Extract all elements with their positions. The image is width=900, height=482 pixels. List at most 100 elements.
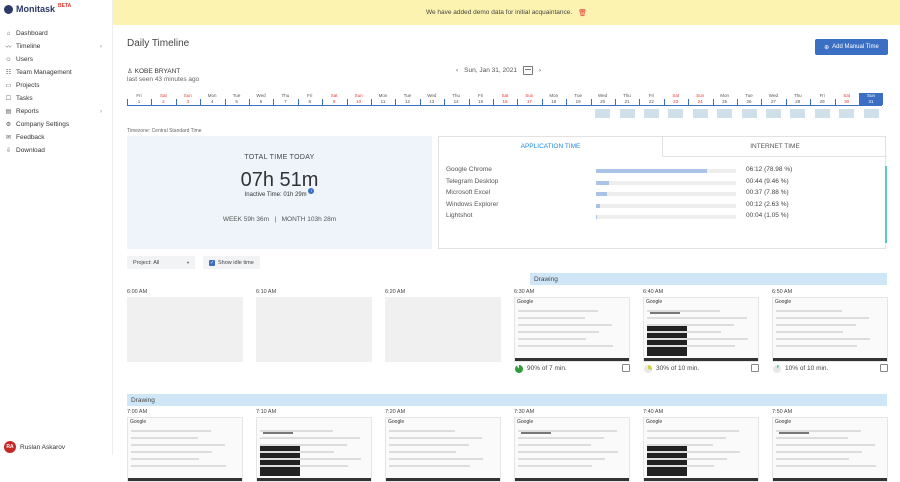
sidebar-item-download[interactable]: ⇩ Download [0, 144, 113, 157]
screenshot-thumbnail[interactable]: Google [772, 417, 888, 482]
day-activity-box[interactable] [717, 109, 733, 118]
gear-icon: ⚙ [5, 122, 12, 128]
day-cell[interactable]: Fri 22 [639, 93, 663, 105]
folder-icon: ▭ [5, 83, 12, 89]
day-divider [712, 99, 714, 106]
screenshot-slot: 7:40 AM Google [643, 409, 759, 482]
day-weekday: Mon [207, 93, 217, 98]
day-cell[interactable]: Sat 30 [835, 93, 859, 105]
day-activity-box[interactable] [643, 109, 659, 118]
select-screenshot-checkbox[interactable] [622, 364, 630, 372]
day-activity-box[interactable] [790, 109, 806, 118]
sidebar-item-label: Dashboard [16, 30, 48, 37]
project-name: Drawing [131, 396, 155, 404]
day-cell[interactable]: Sun 17 [517, 93, 541, 105]
day-cell[interactable]: Mon 25 [713, 93, 737, 105]
prev-day-icon[interactable]: ‹ [456, 67, 459, 74]
app-time: 00:04 (1.05 %) [746, 212, 789, 219]
sidebar-item-feedback[interactable]: ✉ Feedback [0, 131, 113, 144]
day-cell[interactable]: Fri 8 [298, 93, 322, 105]
day-activity-box[interactable] [595, 109, 611, 118]
day-activity-box[interactable] [814, 109, 830, 118]
screenshot-thumbnail[interactable]: Google [643, 297, 759, 362]
day-cell[interactable]: Wed 13 [420, 93, 444, 105]
screenshot-thumbnail[interactable]: Google [514, 297, 630, 362]
day-cell[interactable]: Thu 14 [444, 93, 468, 105]
calendar-icon[interactable] [522, 66, 533, 75]
day-number: 22 [648, 99, 654, 104]
day-number: 13 [429, 99, 435, 104]
day-cell[interactable]: Tue 5 [225, 93, 249, 105]
day-cell[interactable]: Mon 11 [371, 93, 395, 105]
info-icon[interactable]: i [308, 188, 315, 194]
scroll-indicator[interactable] [885, 166, 887, 243]
sidebar-item-reports[interactable]: ▤ Reports › [0, 105, 113, 118]
day-cell[interactable]: Sat 23 [664, 93, 688, 105]
tab-internet-time[interactable]: INTERNET TIME [663, 137, 887, 157]
browser-tab-label: Google [775, 299, 792, 305]
sidebar-item-company-settings[interactable]: ⚙ Company Settings [0, 118, 113, 131]
sidebar-item-timeline[interactable]: 〰 Timeline › [0, 40, 113, 53]
add-manual-time-button[interactable]: ⊕ Add Manual Time [815, 39, 888, 55]
next-day-icon[interactable]: › [538, 67, 542, 74]
app-name: Windows Explorer [446, 200, 499, 208]
day-activity-box[interactable] [863, 109, 879, 118]
day-cell[interactable]: Thu 28 [786, 93, 810, 105]
day-cell[interactable]: Fri 15 [469, 93, 493, 105]
screenshot-thumbnail[interactable]: Google [514, 417, 630, 482]
day-cell[interactable]: Sat 16 [493, 93, 517, 105]
day-cell[interactable]: Tue 12 [395, 93, 419, 105]
day-cell[interactable]: Fri 1 [127, 93, 151, 105]
day-cell[interactable]: Sat 2 [151, 93, 175, 105]
day-cell[interactable]: Fri 29 [810, 93, 834, 105]
day-number: 9 [332, 99, 336, 104]
sidebar-item-dashboard[interactable]: ⌂ Dashboard [0, 27, 113, 40]
day-cell[interactable]: Wed 20 [591, 93, 615, 105]
browser-tab-label: Google [646, 299, 663, 305]
screenshot-slot: 6:20 AM [385, 289, 501, 362]
day-cell[interactable]: Sun 24 [688, 93, 712, 105]
day-cell[interactable]: Sun 3 [176, 93, 200, 105]
select-screenshot-checkbox[interactable] [880, 364, 888, 372]
select-screenshot-checkbox[interactable] [751, 364, 759, 372]
current-user[interactable]: RA Ruslan Askarov [4, 441, 65, 453]
day-cell[interactable]: Tue 19 [566, 93, 590, 105]
app-logo[interactable]: Monitask BETA [4, 3, 71, 14]
sidebar-item-projects[interactable]: ▭ Projects [0, 79, 113, 92]
day-cell[interactable]: Wed 27 [761, 93, 785, 105]
screenshot-thumbnail[interactable] [256, 417, 372, 482]
day-activity-box[interactable] [619, 109, 635, 118]
day-number: 2 [162, 99, 165, 104]
day-cell[interactable]: Sun 10 [347, 93, 371, 105]
day-weekday: Sat [843, 93, 850, 98]
day-activity-box[interactable] [765, 109, 781, 118]
day-activity-box[interactable] [692, 109, 708, 118]
sidebar-item-users[interactable]: ☺ Users [0, 53, 113, 66]
trash-icon[interactable]: 🗑 [578, 9, 588, 17]
day-activity-box[interactable] [741, 109, 757, 118]
sidebar-item-team-management[interactable]: ☷ Team Management [0, 66, 113, 79]
screenshot-thumbnail[interactable]: Google [385, 417, 501, 482]
day-cell[interactable]: Thu 7 [273, 93, 297, 105]
day-number: 14 [453, 99, 459, 104]
day-weekday: Tue [232, 93, 241, 98]
day-divider [737, 99, 738, 106]
day-cell[interactable]: Sat 9 [322, 93, 346, 105]
show-idle-toggle[interactable]: ✓ Show idle time [203, 256, 260, 269]
day-cell[interactable]: Wed 6 [249, 93, 273, 105]
day-cell[interactable]: Sun 31 [859, 93, 883, 105]
day-cell[interactable]: Tue 26 [737, 93, 761, 105]
screenshot-thumbnail[interactable]: Google [127, 417, 243, 482]
screenshot-thumbnail[interactable]: Google [643, 417, 759, 482]
employee-selector[interactable]: ♙ KOBE BRYANT [127, 67, 180, 75]
screenshot-thumbnail[interactable]: Google [772, 297, 888, 362]
day-activity-box[interactable] [668, 109, 684, 118]
sidebar-item-tasks[interactable]: ☐ Tasks [0, 92, 113, 105]
activity-pie-icon [515, 364, 523, 373]
day-cell[interactable]: Mon 4 [200, 93, 224, 105]
tab-application-time[interactable]: APPLICATION TIME [439, 137, 663, 157]
day-cell[interactable]: Mon 18 [542, 93, 566, 105]
day-cell[interactable]: Thu 21 [615, 93, 639, 105]
day-activity-box[interactable] [839, 109, 855, 118]
project-select[interactable]: Project: All ▼ [127, 256, 195, 269]
